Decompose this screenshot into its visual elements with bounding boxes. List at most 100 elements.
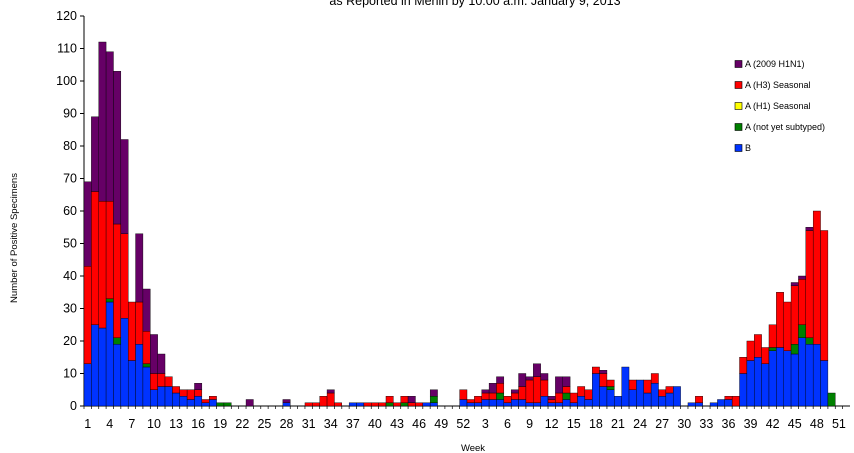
y-tick-label: 80 — [63, 139, 77, 153]
bar-segment — [142, 288, 151, 332]
bar-segment — [562, 386, 571, 394]
bar-segment — [150, 373, 158, 390]
bar-segment — [503, 396, 512, 403]
bar-segment — [105, 301, 114, 407]
bar-segment — [547, 396, 556, 400]
bar-segment — [496, 376, 505, 384]
bar-segment — [356, 402, 365, 407]
bar-segment — [503, 402, 512, 407]
legend-label: A (H1) Seasonal — [745, 101, 811, 111]
bar-segment — [83, 266, 92, 364]
x-tick-label: 3 — [482, 417, 489, 431]
bar-segment — [776, 347, 784, 407]
bar-segment — [621, 366, 630, 407]
bar-segment — [533, 402, 541, 407]
y-axis-label: Number of Positive Specimens — [9, 173, 20, 303]
x-tick-label: 16 — [191, 417, 205, 431]
x-tick-label: 40 — [368, 417, 382, 431]
bar-segment — [717, 399, 725, 407]
bar-segment — [91, 116, 99, 192]
bar-segment — [393, 402, 401, 407]
bar-segment — [120, 139, 129, 234]
y-tick-label: 120 — [56, 9, 77, 23]
bar-segment — [709, 402, 718, 407]
bar-segment — [592, 366, 600, 374]
bar-segment — [415, 402, 424, 407]
bar-segment — [805, 344, 814, 407]
bar-segment — [614, 396, 622, 407]
bar-segment — [739, 373, 748, 407]
legend-label: B — [745, 143, 751, 153]
bar-segment — [525, 376, 534, 381]
bar-segment — [496, 383, 505, 394]
bar-segment — [569, 402, 578, 407]
x-tick-label: 28 — [280, 417, 294, 431]
bar-segment — [658, 396, 667, 407]
bar-segment — [665, 386, 674, 394]
bar-segment — [135, 233, 144, 303]
bar-segment — [474, 396, 482, 403]
x-tick-label: 18 — [589, 417, 603, 431]
bar-segment — [400, 402, 409, 407]
bar-segment — [371, 402, 379, 407]
bar-segment — [385, 396, 394, 403]
bar-segment — [186, 389, 195, 400]
bar-segment — [510, 399, 519, 407]
bar-segment — [459, 399, 468, 407]
bar-segment — [562, 392, 571, 400]
legend-swatch — [734, 81, 743, 89]
bar-segment — [577, 396, 586, 407]
bar-segment — [105, 201, 114, 299]
bar-segment — [798, 324, 807, 338]
x-tick-label: 45 — [788, 417, 802, 431]
x-tick-label: 22 — [235, 417, 249, 431]
x-tick-label: 42 — [766, 417, 780, 431]
bar-segment — [540, 379, 549, 397]
bar-segment — [127, 301, 136, 361]
bar-segment — [127, 360, 136, 407]
y-tick-label: 20 — [63, 334, 77, 348]
x-tick-label: 43 — [390, 417, 404, 431]
x-tick-label: 36 — [722, 417, 736, 431]
bar-segment — [805, 227, 814, 231]
bar-segment — [827, 392, 836, 407]
y-tick-label: 10 — [63, 367, 77, 381]
x-tick-label: 27 — [655, 417, 669, 431]
bar-segment — [245, 399, 254, 407]
y-tick-label: 30 — [63, 302, 77, 316]
bar-segment — [790, 344, 799, 355]
bar-segment — [673, 386, 681, 407]
bar-segment — [525, 379, 534, 403]
bar-segment — [599, 370, 608, 374]
bar-segment — [776, 292, 784, 348]
x-tick-label: 10 — [147, 417, 161, 431]
bar-segment — [798, 279, 807, 325]
legend-swatch — [734, 60, 743, 68]
bar-segment — [378, 402, 387, 407]
bar-segment — [650, 373, 659, 384]
x-tick-label: 52 — [456, 417, 470, 431]
bar-segment — [496, 399, 505, 407]
bar-segment — [172, 386, 180, 394]
bar-segment — [172, 392, 180, 407]
bar-segment — [695, 396, 703, 403]
bar-segment — [643, 379, 652, 394]
bar-segment — [98, 201, 107, 329]
x-tick-label: 21 — [611, 417, 625, 431]
y-tick-label: 90 — [63, 107, 77, 121]
bar-segment — [179, 389, 188, 397]
bar-segment — [481, 399, 490, 407]
bar-segment — [547, 399, 556, 403]
bar-segment — [209, 396, 217, 400]
x-tick-label: 39 — [744, 417, 758, 431]
legend-label: A (not yet subtyped) — [745, 122, 825, 132]
bar-segment — [783, 350, 792, 407]
bar-segment — [209, 399, 217, 407]
bar-segment — [569, 392, 578, 403]
legend-label: A (2009 H1N1) — [745, 59, 805, 69]
bar-segment — [547, 402, 556, 407]
bar-segment — [466, 399, 475, 403]
bar-segment — [113, 337, 122, 345]
x-axis-label: Week — [461, 443, 485, 453]
